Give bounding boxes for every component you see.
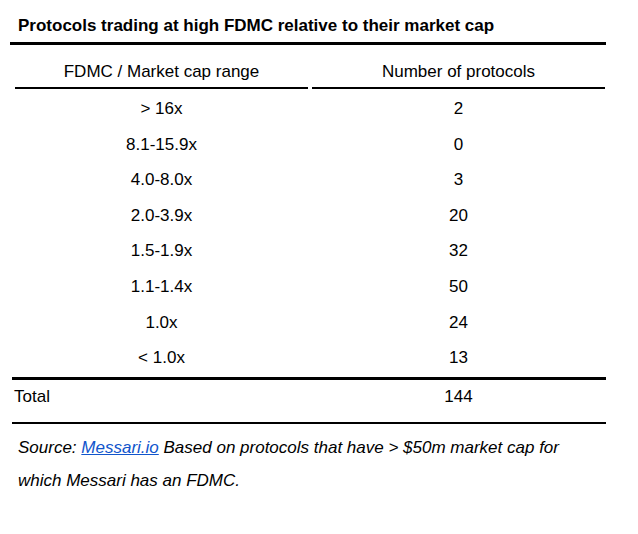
count-cell: 3 <box>312 162 605 198</box>
title-rule <box>10 42 606 45</box>
table-row: 2.0-3.9x 20 <box>15 198 605 234</box>
table-row: > 16x 2 <box>15 91 605 127</box>
count-cell: 20 <box>312 198 605 234</box>
total-top-rule <box>12 377 606 380</box>
range-cell: 4.0-8.0x <box>15 162 308 198</box>
table-row: 1.0x 24 <box>15 305 605 341</box>
fdmc-table-figure: Protocols trading at high FDMC relative … <box>0 0 638 534</box>
count-cell: 2 <box>312 91 605 127</box>
range-cell: > 16x <box>15 91 308 127</box>
count-cell: 24 <box>312 305 605 341</box>
total-label: Total <box>14 386 50 408</box>
total-value: 144 <box>312 386 605 408</box>
count-cell: 32 <box>312 233 605 269</box>
range-cell: 2.0-3.9x <box>15 198 308 234</box>
source-note: Source: Messari.io Based on protocols th… <box>18 431 603 497</box>
table-row: 4.0-8.0x 3 <box>15 162 605 198</box>
count-cell: 50 <box>312 269 605 305</box>
source-prefix: Source: <box>18 438 81 457</box>
table-body: > 16x 2 8.1-15.9x 0 4.0-8.0x 3 2.0-3.9x … <box>15 91 605 376</box>
total-row: Total 144 <box>0 386 638 408</box>
source-link[interactable]: Messari.io <box>81 438 158 457</box>
header-rule-left <box>15 87 308 89</box>
range-cell: 1.0x <box>15 305 308 341</box>
range-cell: < 1.0x <box>15 340 308 376</box>
count-cell: 0 <box>312 127 605 163</box>
column-header-count: Number of protocols <box>312 61 605 83</box>
figure-title: Protocols trading at high FDMC relative … <box>18 15 618 37</box>
count-cell: 13 <box>312 340 605 376</box>
range-cell: 1.1-1.4x <box>15 269 308 305</box>
column-header-range: FDMC / Market cap range <box>15 61 308 83</box>
table-row: 8.1-15.9x 0 <box>15 127 605 163</box>
total-bottom-rule <box>12 422 606 424</box>
header-rule-right <box>312 87 605 89</box>
range-cell: 1.5-1.9x <box>15 233 308 269</box>
range-cell: 8.1-15.9x <box>15 127 308 163</box>
table-row: 1.1-1.4x 50 <box>15 269 605 305</box>
table-row: 1.5-1.9x 32 <box>15 233 605 269</box>
table-row: < 1.0x 13 <box>15 340 605 376</box>
